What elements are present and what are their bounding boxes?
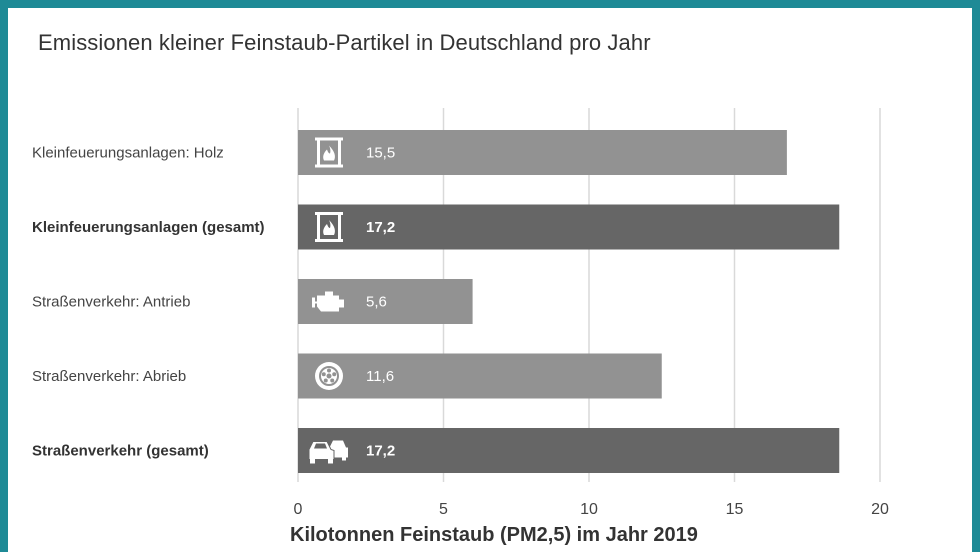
x-tick-label: 20: [871, 501, 889, 518]
value-label: 5,6: [366, 294, 387, 311]
category-label: Straßenverkehr: Antrieb: [32, 294, 190, 311]
chart-title: Emissionen kleiner Feinstaub-Partikel in…: [38, 30, 651, 55]
category-label: Kleinfeuerungsanlagen (gesamt): [32, 219, 265, 236]
bars: Kleinfeuerungsanlagen: Holz 15,5 Kleinfeue…: [32, 130, 840, 473]
x-tick-label: 15: [726, 501, 744, 518]
x-tick-label: 5: [439, 501, 448, 518]
x-tick-label: 10: [580, 501, 598, 518]
bar: [298, 353, 662, 399]
bar: [298, 204, 840, 250]
category-label: Straßenverkehr: Abrieb: [32, 368, 186, 385]
x-axis-ticks: 0 5 10 15 20: [294, 501, 889, 518]
x-tick-label: 0: [294, 501, 303, 518]
fireplace-icon: [315, 137, 343, 168]
value-label: 15,5: [366, 145, 395, 162]
tire-icon: [315, 362, 343, 390]
category-label: Kleinfeuerungsanlagen: Holz: [32, 145, 224, 162]
car-icon: [308, 440, 348, 464]
x-axis-label: Kilotonnen Feinstaub (PM2,5) im Jahr 201…: [290, 524, 698, 546]
fireplace-icon: [315, 212, 343, 242]
value-label: 11,6: [366, 368, 394, 385]
category-label: Straßenverkehr (gesamt): [32, 443, 209, 460]
bar: [298, 130, 787, 175]
bar: [298, 428, 840, 473]
engine-icon: [312, 291, 344, 312]
value-label: 17,2: [366, 219, 395, 236]
value-label: 17,2: [366, 443, 395, 460]
